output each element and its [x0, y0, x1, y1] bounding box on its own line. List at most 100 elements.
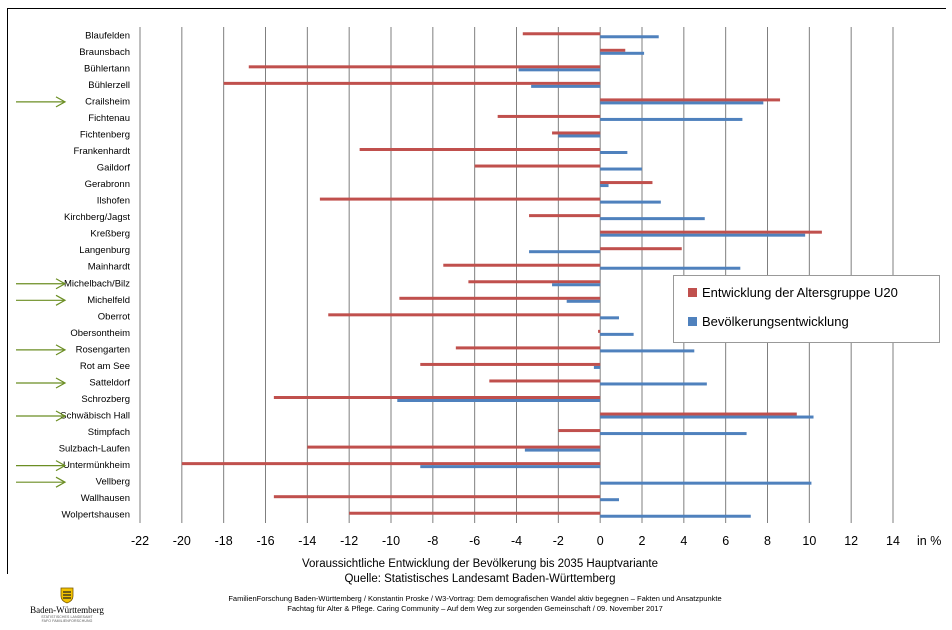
arrow-icon [16, 96, 67, 108]
category-label: Langenburg [79, 245, 130, 256]
bar-population [600, 332, 634, 336]
x-tick-label: 12 [844, 534, 858, 548]
bar-u20 [474, 164, 601, 168]
category-label: Satteldorf [89, 377, 130, 388]
bar-population [600, 481, 812, 485]
bar-u20 [529, 214, 601, 218]
category-label: Kirchberg/Jagst [64, 212, 130, 223]
legend-swatch-u20 [688, 288, 697, 297]
arrow-icon [16, 278, 67, 290]
bar-u20 [359, 148, 601, 151]
category-label: Untermünkheim [63, 460, 130, 471]
bar-u20 [223, 81, 601, 85]
arrow-icon [16, 344, 67, 356]
x-tick-label: -16 [256, 534, 274, 548]
bar-population [600, 101, 764, 105]
category-label: Fichtenberg [80, 129, 130, 140]
bar-u20 [468, 280, 601, 284]
bar-population [600, 415, 814, 419]
bar-population [600, 51, 645, 55]
category-label: Rot am See [80, 361, 130, 372]
arrow-icon [16, 410, 67, 422]
bar-population [552, 283, 601, 287]
bar-population [600, 200, 661, 204]
bar-population [600, 382, 707, 386]
bar-u20 [600, 48, 626, 52]
bar-u20 [399, 296, 601, 300]
x-tick-label: 10 [802, 534, 816, 548]
bar-u20 [600, 98, 781, 102]
category-label: Vellberg [96, 477, 130, 488]
x-tick-label: 0 [597, 534, 604, 548]
footer-line-2: Fachtag für Alter & Pflege. Caring Commu… [287, 604, 663, 613]
x-tick-label: -4 [511, 534, 522, 548]
bar-population [600, 117, 743, 121]
bar-population [593, 365, 601, 369]
bar-population [600, 233, 806, 237]
category-label: Bühlerzell [88, 80, 130, 91]
caption-title: Voraussichtliche Entwicklung der Bevölke… [301, 558, 659, 570]
x-tick-label: -12 [340, 534, 358, 548]
logo: Baden-Württemberg STATISTISCHES LANDESAM… [22, 587, 112, 625]
bar-u20 [349, 511, 601, 515]
bar-population [558, 134, 601, 138]
bar-population [600, 151, 628, 154]
logo-subtitle: STATISTISCHES LANDESAMT FAFO FAMILIENFOR… [22, 615, 112, 623]
category-label: Frankenhardt [73, 146, 130, 157]
bar-u20 [600, 247, 682, 251]
bar-population [600, 514, 751, 518]
bar-population [397, 399, 601, 402]
bar-population [518, 68, 601, 72]
bar-u20 [598, 329, 601, 333]
chart-frame [7, 8, 946, 574]
legend-label-population: Bevölkerungsentwicklung [702, 314, 849, 329]
bar-u20 [181, 462, 601, 466]
legend-swatch-population [688, 317, 697, 326]
grid-lines [139, 27, 894, 523]
category-label: Michelfeld [87, 295, 130, 306]
bar-population [600, 349, 695, 353]
bar-population [529, 250, 601, 254]
x-tick-label: -6 [469, 534, 480, 548]
category-label: Oberrot [98, 311, 131, 322]
bar-u20 [522, 32, 601, 36]
category-label: Gaildorf [97, 163, 131, 174]
category-label: Ilshofen [97, 196, 130, 207]
legend-label-u20: Entwicklung der Altersgruppe U20 [702, 285, 898, 300]
bar-u20 [552, 131, 601, 135]
logo-subtitle-1: STATISTISCHES LANDESAMT [41, 615, 93, 619]
x-tick-labels: -22 -20 -18 -16 -14 -12 -10 -8 -6 -4 -2 0 2 4 6 8 10 12 14 [131, 534, 900, 548]
legend-item-u20: Entwicklung der Altersgruppe U20 [688, 285, 898, 300]
category-label: Mainhardt [88, 262, 131, 273]
category-label: Obersontheim [70, 328, 130, 339]
x-tick-label: -18 [215, 534, 233, 548]
bar-population [420, 465, 601, 469]
caption-source: Quelle: Statistisches Landesamt Baden-Wü… [344, 573, 616, 585]
category-label: Fichtenau [88, 113, 130, 124]
bar-population [600, 217, 705, 221]
bar-population [600, 266, 741, 270]
bar-u20 [443, 263, 601, 267]
bar-u20 [600, 230, 822, 234]
category-label: Wolpertshausen [62, 510, 130, 521]
category-label: Sulzbach-Laufen [59, 444, 130, 455]
x-tick-label: -22 [131, 534, 149, 548]
category-label: Michelbach/Bilz [64, 278, 130, 289]
logo-subtitle-2: FAFO FAMILIENFORSCHUNG [41, 619, 93, 623]
category-label: Wallhausen [81, 493, 130, 504]
bar-population [566, 299, 601, 303]
bar-u20 [319, 197, 601, 201]
category-label: Schwäbisch Hall [60, 411, 130, 422]
x-tick-label: -2 [553, 534, 564, 548]
bar-u20 [558, 429, 601, 433]
category-label: Gerabronn [85, 179, 130, 190]
x-tick-label: 8 [764, 534, 771, 548]
arrow-icon [16, 460, 67, 472]
bar-u20 [307, 445, 601, 449]
category-label: Crailsheim [85, 96, 130, 107]
x-tick-label: -10 [382, 534, 400, 548]
category-label: Rosengarten [76, 344, 130, 355]
legend: Entwicklung der Altersgruppe U20 Bevölke… [673, 275, 940, 343]
bar-u20 [420, 362, 601, 366]
